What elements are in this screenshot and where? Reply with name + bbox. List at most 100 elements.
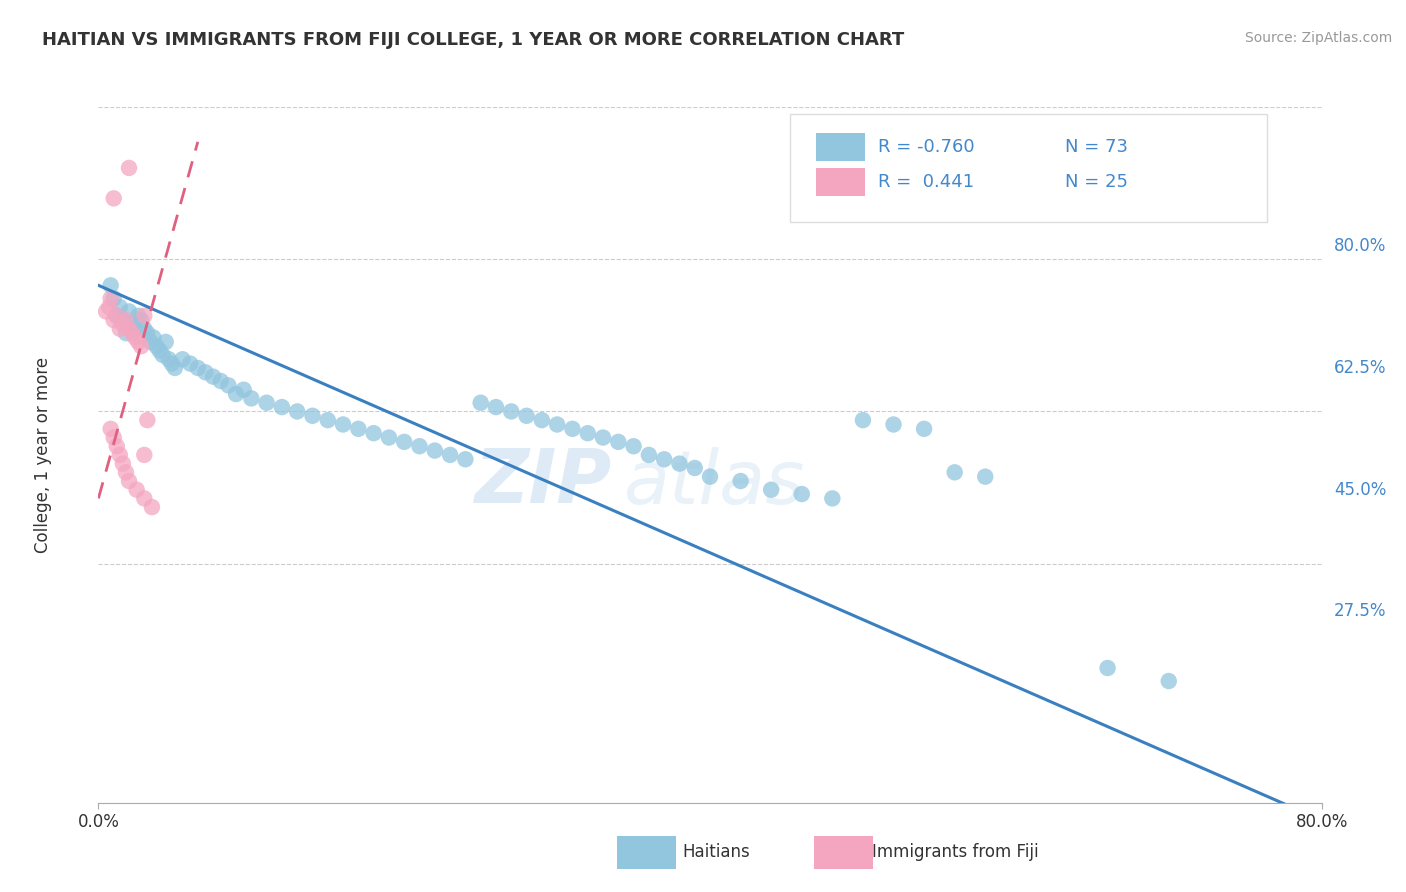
Point (139, 334, 162, 349)
Point (607, 434, 630, 449)
Point (209, 374, 232, 388)
Point (576, 426, 599, 441)
Point (108, 448, 131, 462)
Text: 27.5%: 27.5% (1334, 602, 1386, 621)
Point (423, 443, 446, 458)
Text: HAITIAN VS IMMIGRANTS FROM FIJI COLLEGE, 1 YEAR OR MORE CORRELATION CHART: HAITIAN VS IMMIGRANTS FROM FIJI COLLEGE,… (42, 31, 904, 49)
Point (100, 278, 122, 293)
Point (134, 322, 156, 336)
Point (637, 448, 661, 462)
Point (1157, 674, 1180, 689)
Point (943, 466, 966, 480)
Point (852, 413, 875, 427)
Point (699, 469, 721, 483)
Point (454, 452, 477, 467)
Point (118, 322, 141, 336)
Point (121, 326, 143, 340)
Point (408, 439, 430, 453)
Point (134, 448, 156, 462)
Point (125, 483, 148, 497)
Point (129, 339, 152, 353)
Point (883, 417, 905, 432)
Text: Haitians: Haitians (682, 843, 749, 861)
Point (332, 417, 354, 432)
Point (217, 378, 239, 392)
Point (103, 291, 125, 305)
Point (179, 357, 201, 371)
Point (683, 461, 706, 475)
Point (136, 413, 159, 427)
Point (668, 457, 690, 471)
Point (108, 322, 131, 336)
Point (115, 326, 138, 340)
Point (592, 431, 614, 445)
Point (129, 313, 152, 327)
Point (111, 313, 134, 327)
Point (103, 313, 125, 327)
Point (149, 343, 172, 358)
Point (134, 309, 156, 323)
Text: atlas: atlas (624, 447, 806, 519)
Point (103, 191, 125, 205)
Point (530, 413, 553, 427)
Point (100, 291, 122, 305)
Point (94, 304, 117, 318)
Point (270, 400, 292, 414)
Point (821, 491, 844, 506)
Text: R =  0.441: R = 0.441 (877, 173, 974, 191)
Point (115, 466, 138, 480)
Point (105, 309, 128, 323)
Point (240, 392, 263, 406)
Point (118, 474, 141, 488)
Point (1097, 661, 1119, 675)
Text: College, 1 year or more: College, 1 year or more (34, 357, 52, 553)
Point (100, 422, 122, 436)
Text: Source: ZipAtlas.com: Source: ZipAtlas.com (1244, 31, 1392, 45)
Point (378, 431, 401, 445)
Point (145, 339, 167, 353)
Point (141, 500, 163, 514)
Point (98, 300, 121, 314)
Point (439, 448, 461, 462)
Point (347, 422, 370, 436)
Point (142, 330, 165, 344)
Point (121, 318, 143, 332)
Text: 62.5%: 62.5% (1334, 359, 1386, 377)
Point (501, 404, 523, 418)
Point (157, 352, 180, 367)
Point (561, 422, 583, 436)
Point (118, 304, 141, 318)
Point (111, 318, 134, 332)
Point (232, 383, 254, 397)
Point (127, 309, 149, 323)
Point (127, 334, 149, 349)
Point (194, 365, 217, 379)
Point (136, 326, 159, 340)
Point (470, 396, 492, 410)
Point (124, 330, 146, 344)
Point (152, 348, 174, 362)
FancyBboxPatch shape (790, 114, 1267, 222)
Point (759, 483, 782, 497)
Text: R = -0.760: R = -0.760 (877, 138, 974, 156)
Point (111, 457, 134, 471)
Point (225, 387, 247, 401)
Point (118, 161, 141, 175)
Text: ZIP: ZIP (475, 446, 612, 519)
Point (301, 409, 323, 423)
Text: 45.0%: 45.0% (1334, 481, 1386, 499)
Point (516, 409, 538, 423)
Point (202, 369, 225, 384)
Point (172, 352, 194, 367)
Point (790, 487, 813, 501)
Bar (817, 134, 865, 161)
Point (115, 313, 138, 327)
Point (546, 417, 568, 432)
Point (363, 426, 385, 441)
Point (124, 322, 146, 336)
Point (485, 400, 508, 414)
Point (256, 396, 278, 410)
Point (108, 300, 131, 314)
Point (105, 309, 128, 323)
Bar (817, 169, 865, 196)
